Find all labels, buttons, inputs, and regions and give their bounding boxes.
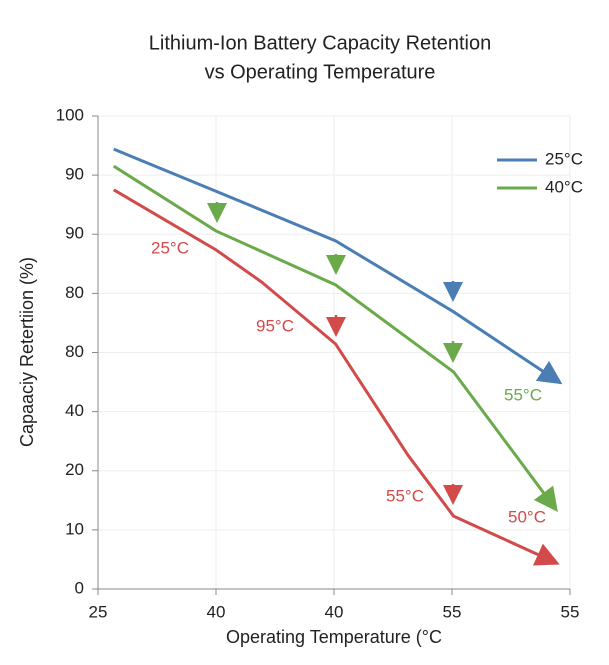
annotation: 55°C (504, 385, 542, 404)
chart-title: vs Operating Temperature (205, 61, 436, 83)
annotation-arrows (207, 202, 463, 505)
y-tick-label: 10 (65, 519, 84, 538)
y-tick-label: 20 (65, 460, 84, 479)
y-tick-label: 0 (75, 578, 84, 597)
series-line (113, 147, 563, 385)
annotation: 95°C (256, 316, 294, 335)
chart-title: Lithium-Ion Battery Capacity Retention (149, 32, 491, 54)
x-axis-label: Operating Temperature (°C (226, 627, 442, 647)
series-line (112, 188, 560, 566)
y-tick-label: 90 (65, 165, 84, 184)
x-tick-label: 55 (443, 602, 462, 621)
legend-label: 25°C (545, 149, 583, 168)
y-tick-label: 80 (65, 283, 84, 302)
legend-label: 40°C (545, 177, 583, 196)
y-tick-label: 100 (56, 105, 84, 124)
y-tick-label: 80 (65, 342, 84, 361)
y-tick-label: 90 (65, 224, 84, 243)
x-tick-label: 55 (561, 602, 580, 621)
x-tick-label: 40 (325, 602, 344, 621)
annotation: 55°C (386, 486, 424, 505)
x-tick-label: 25 (89, 602, 108, 621)
annotation: 25°C (151, 238, 189, 257)
y-axis-label: Capaaciy Retertiion (%) (17, 257, 37, 447)
y-tick-label: 40 (65, 401, 84, 420)
annotation: 50°C (508, 507, 546, 526)
x-tick-label: 40 (207, 602, 226, 621)
series-line (112, 164, 558, 512)
